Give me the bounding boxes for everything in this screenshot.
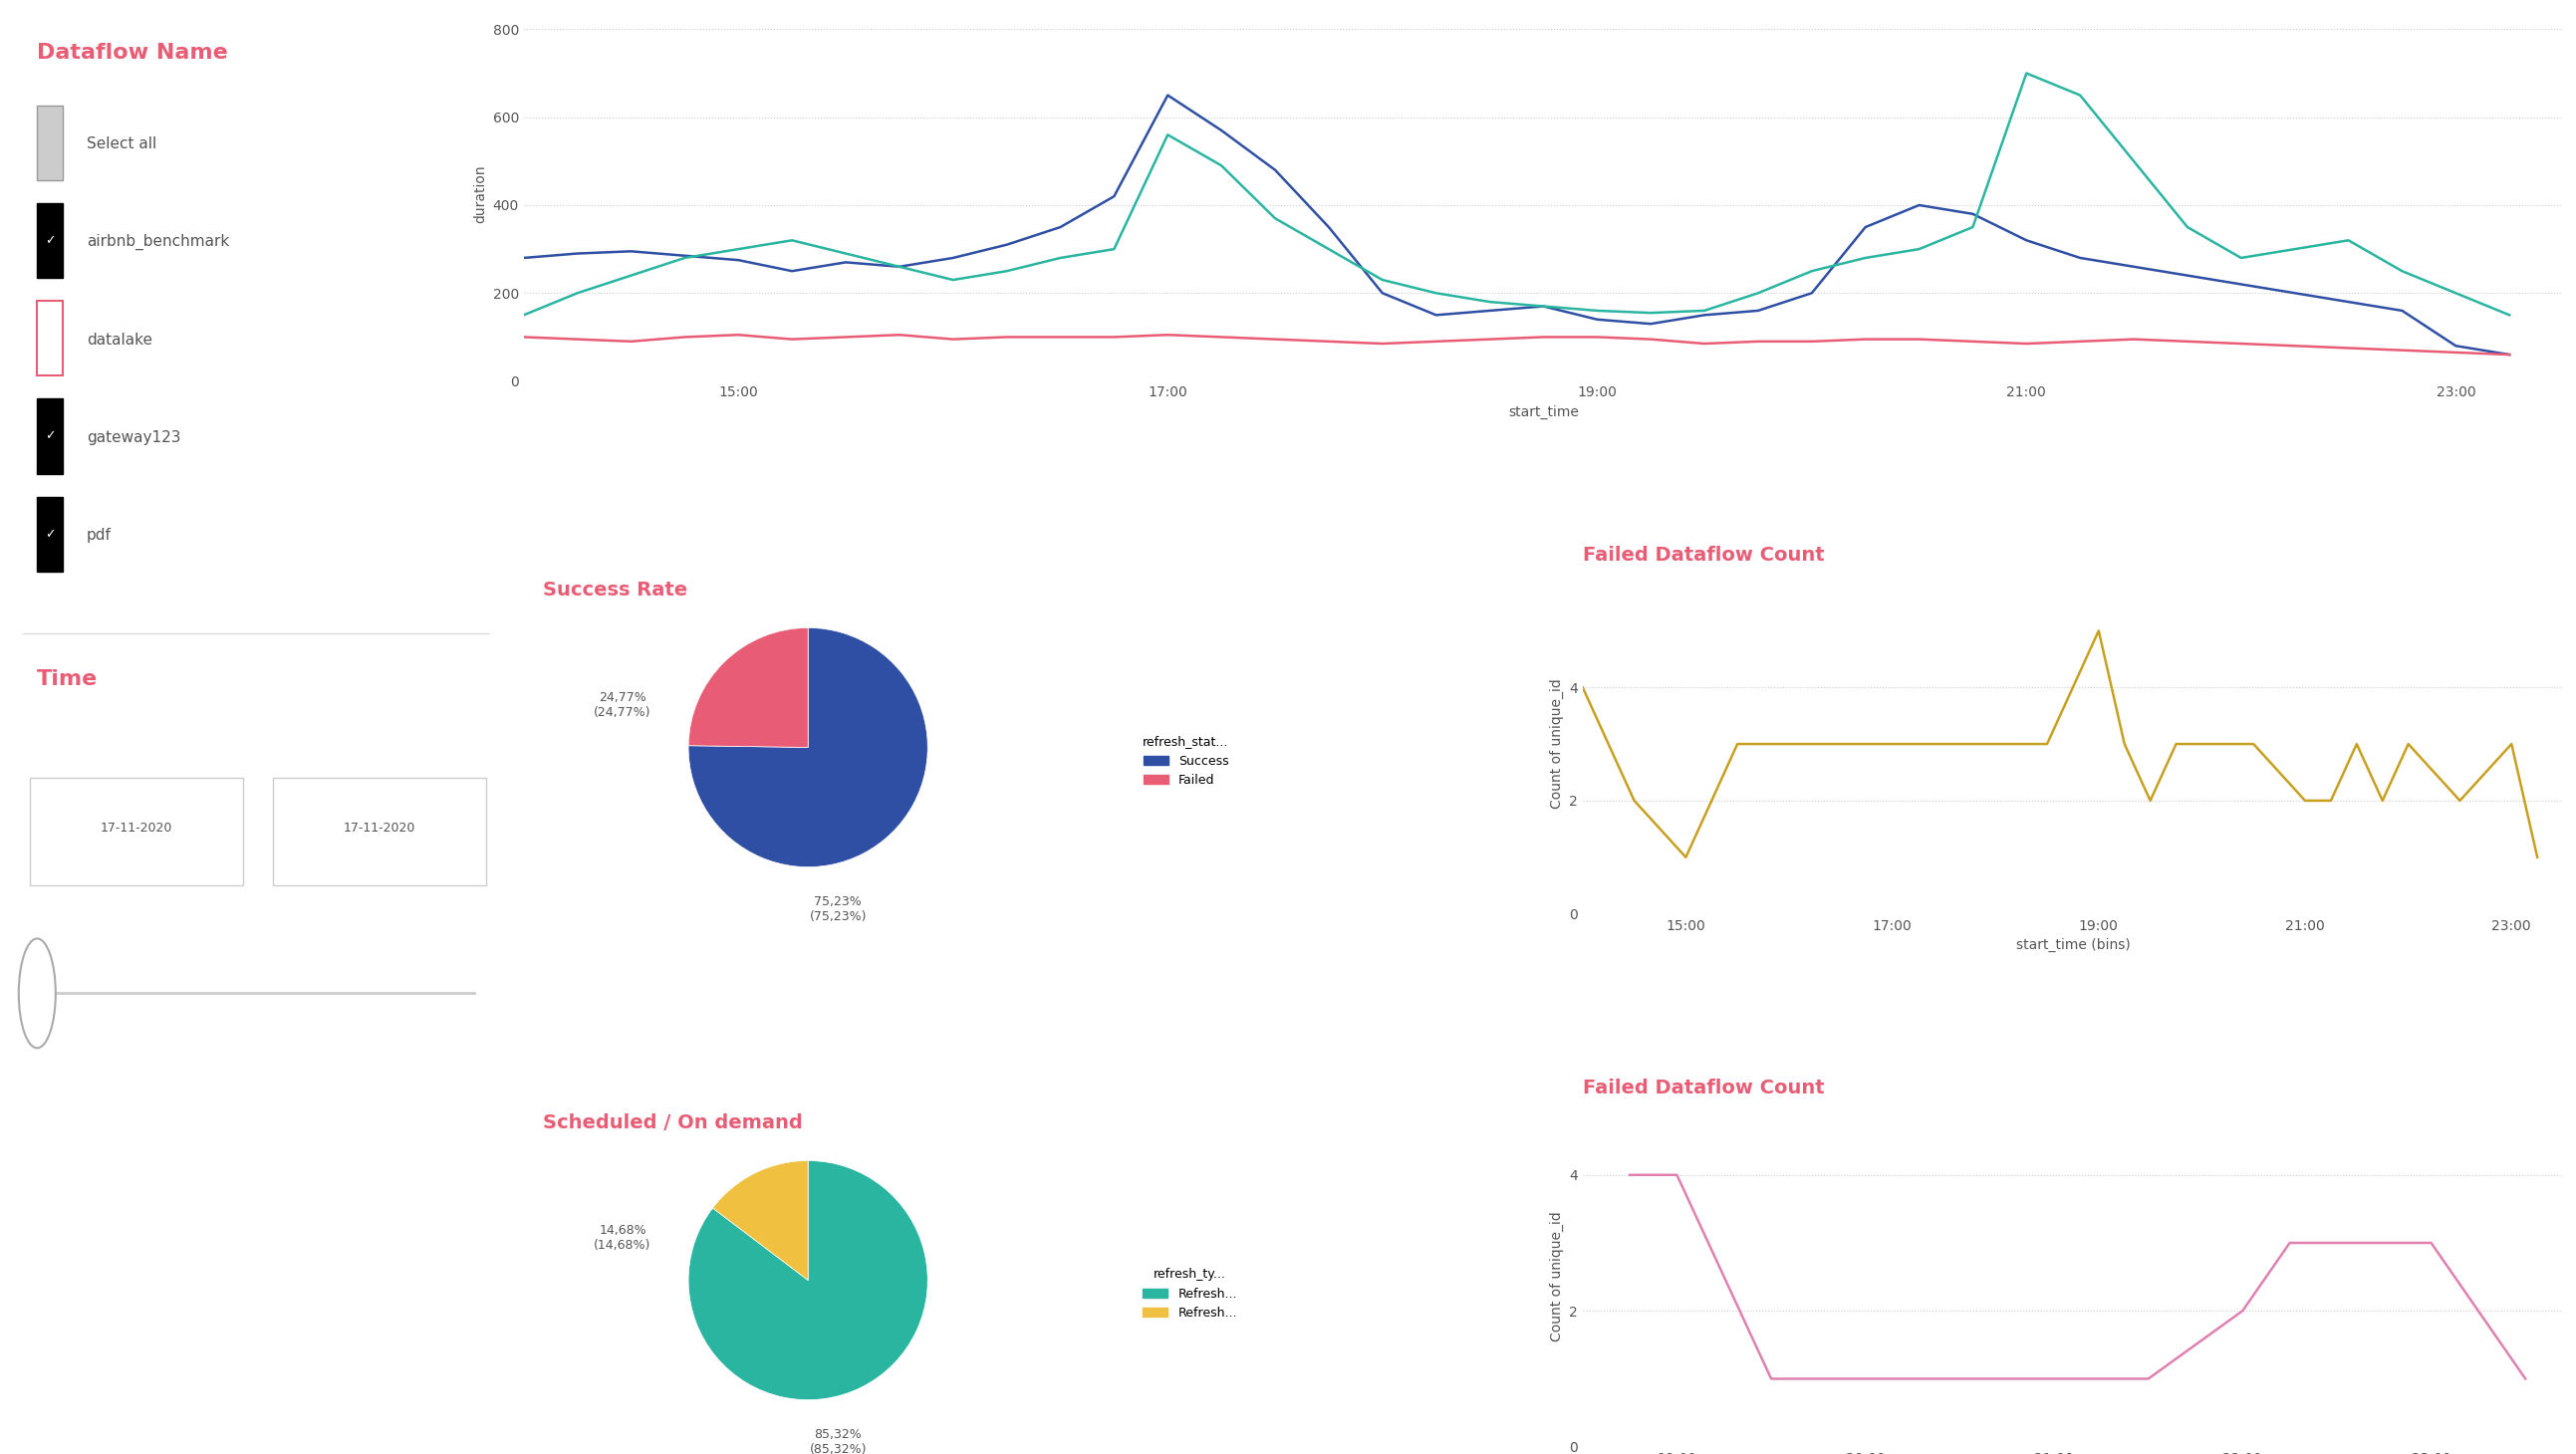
Legend: Refresh..., Refresh...: Refresh..., Refresh... — [1139, 1264, 1242, 1325]
Y-axis label: Count of unique_id: Count of unique_id — [1548, 679, 1564, 808]
Circle shape — [18, 939, 57, 1048]
FancyBboxPatch shape — [36, 301, 62, 375]
Legend: Success, Failed: Success, Failed — [1139, 730, 1234, 791]
FancyBboxPatch shape — [273, 778, 487, 885]
FancyBboxPatch shape — [36, 398, 62, 474]
Text: Failed Dataflow Count: Failed Dataflow Count — [1582, 1079, 1824, 1098]
Y-axis label: Count of unique_id: Count of unique_id — [1548, 1211, 1564, 1342]
Text: ✓: ✓ — [44, 528, 54, 541]
Text: ✓: ✓ — [44, 234, 54, 247]
Text: Failed Dataflow Count: Failed Dataflow Count — [1582, 545, 1824, 564]
FancyBboxPatch shape — [36, 204, 62, 278]
Text: 17-11-2020: 17-11-2020 — [343, 822, 415, 835]
Text: airbnb_benchmark: airbnb_benchmark — [88, 234, 229, 250]
X-axis label: start_time: start_time — [1507, 406, 1579, 419]
Text: Dataflow Name: Dataflow Name — [36, 44, 229, 63]
Text: Time: Time — [36, 669, 98, 689]
Text: datalake: datalake — [88, 333, 152, 348]
Text: Scheduled / On demand: Scheduled / On demand — [544, 1114, 804, 1133]
FancyBboxPatch shape — [36, 497, 62, 571]
Text: Success Rate: Success Rate — [544, 582, 688, 601]
Y-axis label: duration: duration — [474, 164, 487, 224]
X-axis label: start_time (bins): start_time (bins) — [2017, 938, 2130, 952]
Text: gateway123: gateway123 — [88, 430, 180, 445]
FancyBboxPatch shape — [36, 105, 62, 180]
Text: pdf: pdf — [88, 528, 111, 542]
Text: ✓: ✓ — [44, 430, 54, 442]
FancyBboxPatch shape — [31, 778, 245, 885]
Text: 17-11-2020: 17-11-2020 — [100, 822, 173, 835]
Text: Select all: Select all — [88, 137, 157, 151]
